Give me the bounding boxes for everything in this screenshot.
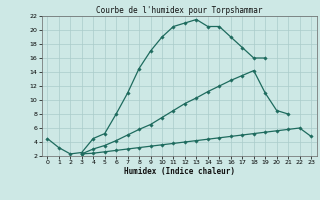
Title: Courbe de l'humidex pour Torpshammar: Courbe de l'humidex pour Torpshammar	[96, 6, 262, 15]
X-axis label: Humidex (Indice chaleur): Humidex (Indice chaleur)	[124, 167, 235, 176]
